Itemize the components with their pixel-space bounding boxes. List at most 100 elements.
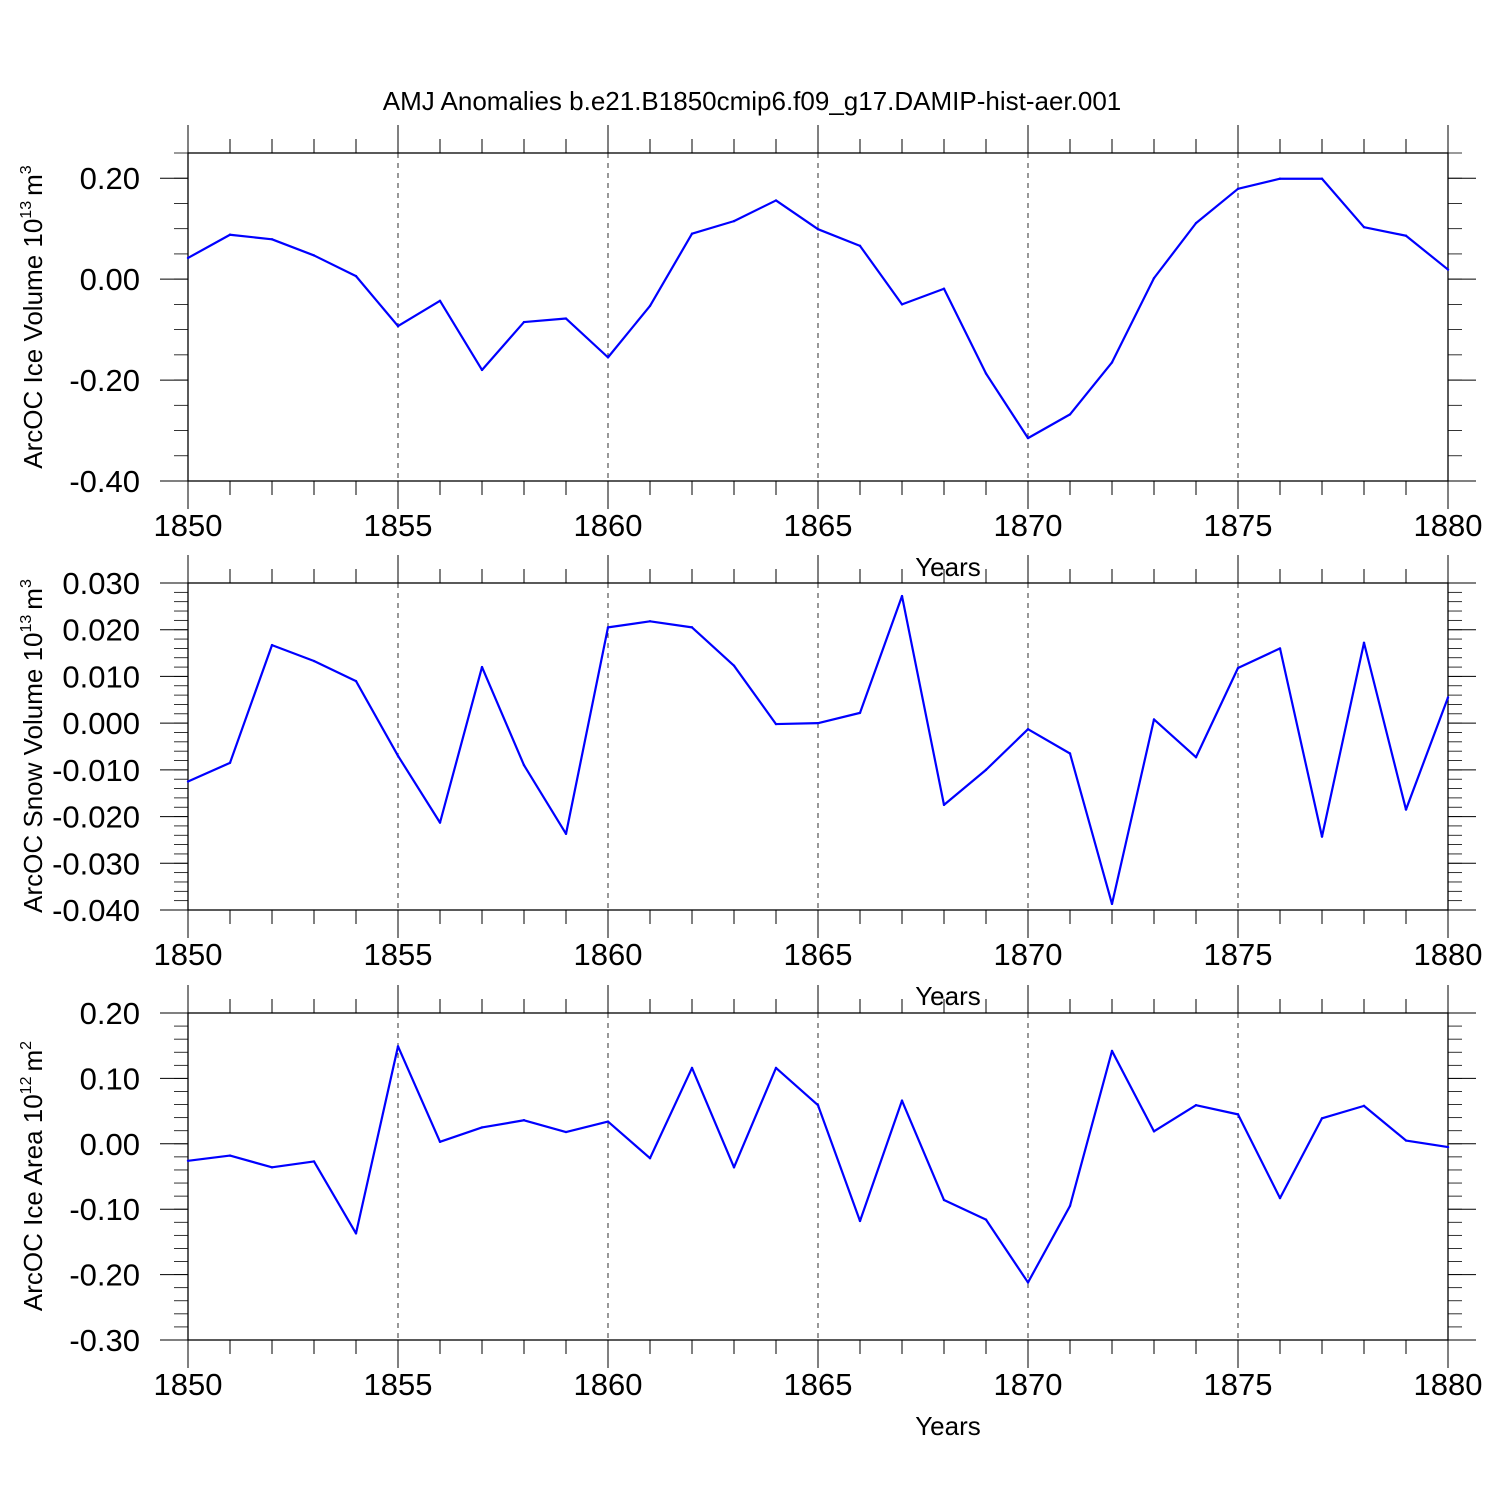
- data-point: [648, 620, 652, 623]
- data-point: [816, 227, 820, 231]
- data-point: [1446, 1145, 1450, 1149]
- data-point: [858, 244, 862, 248]
- y-tick-label: -0.030: [52, 846, 140, 881]
- data-point: [396, 324, 400, 328]
- data-point: [648, 1156, 652, 1160]
- data-point: [480, 368, 484, 372]
- y-axis-title-text: ArcOC Snow Volume 10: [18, 633, 48, 913]
- data-point: [774, 1066, 778, 1070]
- y-axis-title-text: ArcOC Ice Volume 10: [18, 219, 48, 469]
- x-tick-label: 1870: [994, 508, 1063, 543]
- data-point: [984, 768, 988, 772]
- data-point: [480, 1126, 484, 1129]
- y-tick-label: 0.20: [80, 161, 140, 196]
- x-tick-label: 1880: [1414, 508, 1483, 543]
- x-axis-title: Years: [915, 1411, 981, 1441]
- data-point: [228, 233, 232, 236]
- data-point: [1236, 666, 1240, 670]
- x-tick-label: 1850: [154, 1367, 223, 1402]
- data-point: [312, 254, 316, 257]
- y-tick-label: -0.040: [52, 893, 140, 928]
- x-tick-label: 1855: [364, 508, 433, 543]
- data-point: [858, 711, 862, 715]
- data-point: [312, 1160, 316, 1163]
- data-point: [354, 274, 358, 278]
- y-tick-label: -0.30: [69, 1323, 140, 1358]
- x-tick-label: 1870: [994, 1367, 1063, 1402]
- data-point: [690, 1066, 694, 1070]
- data-point: [1320, 835, 1324, 838]
- data-point: [774, 722, 778, 726]
- y-tick-label: 0.00: [80, 262, 140, 297]
- data-point: [1404, 808, 1408, 811]
- y-tick-label: -0.20: [69, 1258, 140, 1293]
- data-point: [1068, 413, 1072, 416]
- data-point: [816, 1104, 820, 1107]
- data-point: [564, 317, 568, 320]
- data-point: [186, 1159, 190, 1163]
- data-point: [1404, 1139, 1408, 1142]
- data-point: [438, 821, 442, 824]
- data-point: [270, 238, 274, 241]
- data-point: [564, 1130, 568, 1134]
- data-point: [942, 803, 946, 807]
- panel-1: -0.40 -0.20 0.00 0.20 1850 1855 1860 1865 1870 18…: [18, 125, 1482, 582]
- data-point: [270, 1166, 274, 1169]
- x-axis-title: Years: [915, 981, 981, 1011]
- data-point: [186, 256, 190, 260]
- data-point: [1278, 177, 1282, 180]
- data-point: [186, 780, 190, 783]
- data-point: [354, 679, 358, 683]
- y-tick-label: 0.20: [80, 996, 140, 1031]
- y-axis-title-exponent: 13: [18, 615, 35, 633]
- data-point: [1194, 1104, 1198, 1107]
- x-tick-label: 1850: [154, 937, 223, 972]
- data-point: [1194, 756, 1198, 759]
- data-point: [396, 1045, 400, 1048]
- data-point: [1194, 221, 1198, 225]
- y-tick-label: 0.10: [80, 1061, 140, 1096]
- data-point: [1278, 647, 1282, 650]
- data-point: [1068, 1204, 1072, 1208]
- y-tick-label: 0.030: [62, 566, 140, 601]
- panel-3: -0.30 -0.20 -0.10 0.00 0.10 0.20 1850 1855 1860 1…: [18, 985, 1482, 1441]
- y-axis-title-unit-exponent: 3: [18, 165, 35, 174]
- y-tick-label: -0.020: [52, 800, 140, 835]
- chart-title: AMJ Anomalies b.e21.B1850cmip6.f09_g17.D…: [383, 86, 1122, 116]
- x-tick-label: 1870: [994, 937, 1063, 972]
- x-tick-label: 1865: [784, 1367, 853, 1402]
- x-axis-title: Years: [915, 552, 981, 582]
- data-point: [606, 1120, 610, 1123]
- y-axis-title-unit: m: [18, 174, 48, 196]
- data-point: [816, 721, 820, 725]
- data-point: [732, 664, 736, 667]
- data-point: [1110, 1049, 1114, 1053]
- data-point: [564, 832, 568, 836]
- data-point: [228, 1154, 232, 1157]
- y-tick-label: 0.000: [62, 706, 140, 741]
- x-tick-label: 1875: [1204, 508, 1273, 543]
- data-point: [774, 199, 778, 202]
- data-point: [312, 659, 316, 663]
- x-tick-label: 1860: [574, 1367, 643, 1402]
- y-tick-label: -0.40: [69, 464, 140, 499]
- data-point: [732, 1166, 736, 1169]
- y-axis-title-unit: m: [18, 588, 48, 610]
- data-point: [438, 299, 442, 303]
- data-point: [1404, 234, 1408, 237]
- data-point: [1320, 177, 1324, 180]
- data-point: [1362, 225, 1366, 229]
- data-point: [1320, 1117, 1324, 1120]
- x-tick-label: 1880: [1414, 937, 1483, 972]
- data-point: [858, 1219, 862, 1223]
- data-point: [1446, 696, 1450, 699]
- data-point: [1110, 361, 1114, 364]
- data-point: [1236, 1113, 1240, 1116]
- data-point: [270, 643, 274, 647]
- x-tick-label: 1855: [364, 937, 433, 972]
- y-tick-label: 0.020: [62, 613, 140, 648]
- chart-panels: -0.40 -0.20 0.00 0.20 1850 1855 1860 1865 1870 18…: [18, 125, 1482, 1441]
- data-point: [1152, 1130, 1156, 1133]
- y-tick-label: 0.010: [62, 659, 140, 694]
- data-point: [690, 232, 694, 235]
